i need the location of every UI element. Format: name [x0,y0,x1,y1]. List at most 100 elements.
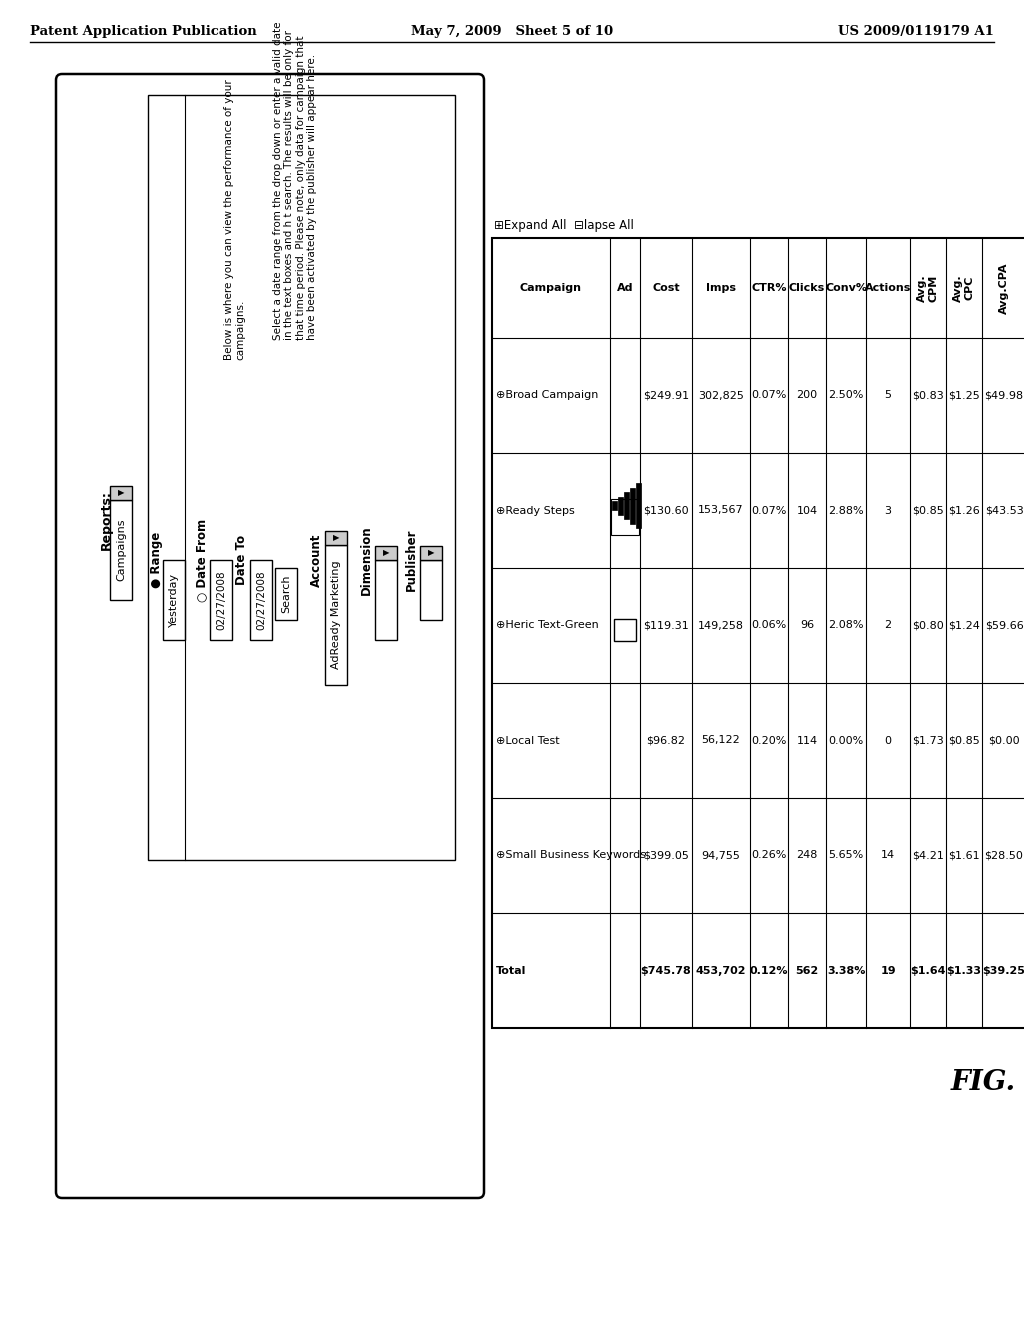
Bar [420,560,442,620]
Text: ⊕Ready Steps: ⊕Ready Steps [496,506,574,516]
Text: ▶: ▶ [428,549,434,557]
Text: $4.21: $4.21 [912,850,944,861]
Bar [630,487,635,524]
Text: 2.50%: 2.50% [828,391,863,400]
Text: 3.38%: 3.38% [826,965,865,975]
Text: 104: 104 [797,506,817,516]
Text: CTR%: CTR% [752,282,786,293]
Text: 0: 0 [885,735,892,746]
Text: $1.61: $1.61 [948,850,980,861]
Text: ○ Date From: ○ Date From [195,519,208,602]
Text: $1.64: $1.64 [910,965,946,975]
Text: 2.88%: 2.88% [828,506,864,516]
Text: Below is where you can view the performance of your
campaigns.: Below is where you can view the performa… [224,79,246,360]
Bar [163,560,185,640]
Bar [250,560,272,640]
Text: 5: 5 [885,391,892,400]
Text: $0.83: $0.83 [912,391,944,400]
Text: 0.20%: 0.20% [752,735,786,746]
Text: 0.06%: 0.06% [752,620,786,631]
Text: 453,702: 453,702 [695,965,746,975]
Text: ⊞Expand All  ⊟lapse All: ⊞Expand All ⊟lapse All [494,219,634,231]
Text: Reports:: Reports: [100,490,113,550]
Text: Account: Account [310,533,323,586]
Text: $0.80: $0.80 [912,620,944,631]
Text: 5.65%: 5.65% [828,850,863,861]
Bar [375,560,397,640]
Text: Patent Application Publication: Patent Application Publication [30,25,257,38]
Text: $399.05: $399.05 [643,850,689,861]
Text: 562: 562 [796,965,818,975]
Bar [618,496,623,515]
Text: 2.08%: 2.08% [828,620,864,631]
Text: 2: 2 [885,620,892,631]
Text: ▶: ▶ [383,549,389,557]
Text: $28.50: $28.50 [984,850,1023,861]
Text: Clicks: Clicks [788,282,825,293]
Text: $0.85: $0.85 [912,506,944,516]
Bar [492,238,1024,1028]
Bar [275,568,297,620]
Text: Conv%: Conv% [825,282,867,293]
Text: 0.12%: 0.12% [750,965,788,975]
Text: $1.33: $1.33 [946,965,981,975]
Text: Ad: Ad [616,282,633,293]
Text: 114: 114 [797,735,817,746]
Text: ▶: ▶ [118,488,124,498]
Text: 96: 96 [800,620,814,631]
Text: $96.82: $96.82 [646,735,685,746]
Bar [614,619,636,640]
Bar [210,560,232,640]
Bar [611,499,639,535]
Text: 19: 19 [881,965,896,975]
Text: Actions: Actions [865,282,911,293]
Text: $745.78: $745.78 [641,965,691,975]
Text: Cost: Cost [652,282,680,293]
Text: 0.26%: 0.26% [752,850,786,861]
Bar [325,531,347,545]
Text: ⊕Small Business Keywords: ⊕Small Business Keywords [496,850,646,861]
Text: 0.07%: 0.07% [752,506,786,516]
Text: FIG. 5: FIG. 5 [951,1069,1024,1097]
Bar [375,546,397,560]
Bar [110,486,132,500]
Bar [325,545,347,685]
Text: 149,258: 149,258 [698,620,744,631]
Bar [420,546,442,560]
Text: ⊕Local Test: ⊕Local Test [496,735,560,746]
Text: $1.26: $1.26 [948,506,980,516]
Bar [624,492,629,519]
Text: $43.53: $43.53 [985,506,1023,516]
Text: $0.00: $0.00 [988,735,1020,746]
Text: Select a date range from the drop down or enter a valid date
in the text boxes a: Select a date range from the drop down o… [272,21,317,341]
Text: 02/27/2008: 02/27/2008 [256,570,266,630]
Bar [636,483,641,528]
Text: Yesterday: Yesterday [169,573,179,627]
Text: Dimension: Dimension [360,525,373,595]
Text: ⊕Broad Campaign: ⊕Broad Campaign [496,391,598,400]
Text: 0.00%: 0.00% [828,735,863,746]
Text: Avg.
CPM: Avg. CPM [918,275,939,302]
Text: 02/27/2008: 02/27/2008 [216,570,226,630]
Text: Avg.CPA: Avg.CPA [999,263,1009,314]
Text: Date To: Date To [234,535,248,585]
Text: ● Range: ● Range [150,532,163,589]
Text: ▶: ▶ [333,533,339,543]
Text: AdReady Marketing: AdReady Marketing [331,561,341,669]
Text: Avg.
CPC: Avg. CPC [953,275,975,302]
Text: Campaign: Campaign [520,282,582,293]
Text: $1.25: $1.25 [948,391,980,400]
Text: $39.25: $39.25 [983,965,1024,975]
Text: $119.31: $119.31 [643,620,689,631]
Text: 3: 3 [885,506,892,516]
Text: $0.85: $0.85 [948,735,980,746]
Text: 248: 248 [797,850,818,861]
Text: Imps: Imps [706,282,736,293]
Text: Publisher: Publisher [406,529,418,591]
Text: ⊕Heric Text-Green: ⊕Heric Text-Green [496,620,599,631]
Text: 153,567: 153,567 [698,506,743,516]
Text: $59.66: $59.66 [985,620,1023,631]
FancyBboxPatch shape [148,95,455,861]
Text: $1.73: $1.73 [912,735,944,746]
FancyBboxPatch shape [56,74,484,1199]
